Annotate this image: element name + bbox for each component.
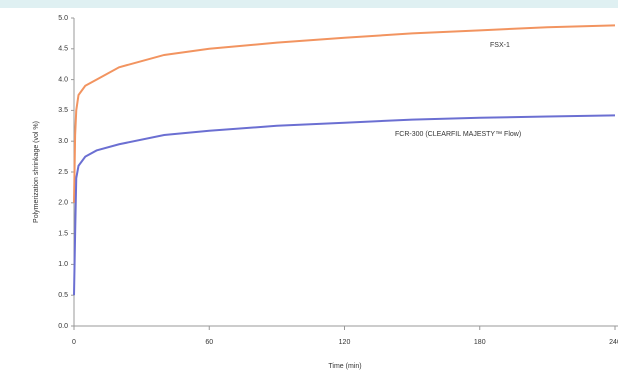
y-tick-label: 4.0 xyxy=(58,76,68,83)
y-axis-label: Polymerization shrinkage (vol %) xyxy=(33,121,40,223)
y-tick-label: 0.5 xyxy=(58,292,68,299)
x-tick-label: 0 xyxy=(72,339,76,346)
x-tick-label: 240 xyxy=(609,339,618,346)
y-tick-label: 0.0 xyxy=(58,323,68,330)
series-label: FSX-1 xyxy=(490,42,510,49)
y-tick-label: 3.0 xyxy=(58,138,68,145)
y-tick-label: 5.0 xyxy=(58,15,68,22)
y-tick-label: 2.5 xyxy=(58,169,68,176)
x-tick-label: 60 xyxy=(205,339,213,346)
y-tick-label: 2.0 xyxy=(58,200,68,207)
y-tick-label: 3.5 xyxy=(58,107,68,114)
y-tick-label: 1.0 xyxy=(58,261,68,268)
line xyxy=(73,114,616,296)
top-band xyxy=(0,0,618,8)
line xyxy=(73,24,616,203)
x-tick-label: 180 xyxy=(474,339,486,346)
y-tick-label: 1.5 xyxy=(58,230,68,237)
x-tick-label: 120 xyxy=(339,339,351,346)
y-tick-label: 4.5 xyxy=(58,46,68,53)
x-axis-label: Time (min) xyxy=(328,363,361,370)
series-label: FCR-300 (CLEARFIL MAJESTY™ Flow) xyxy=(395,131,521,138)
